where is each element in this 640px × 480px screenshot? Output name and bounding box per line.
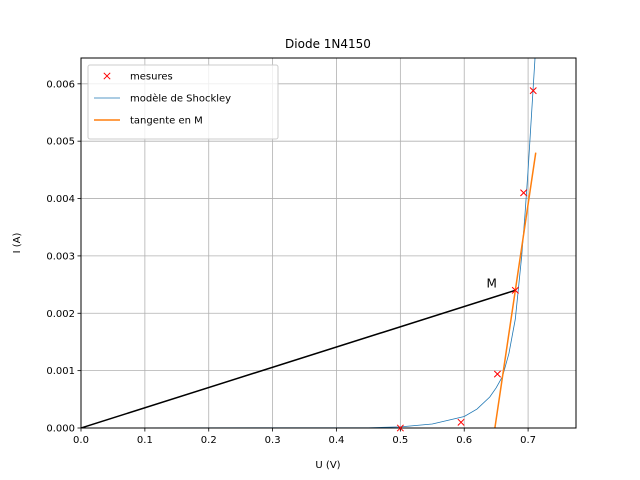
x-tick-label: 0.0 xyxy=(73,435,89,446)
x-tick-label: 0.5 xyxy=(392,435,408,446)
legend-label: modèle de Shockley xyxy=(130,93,231,105)
x-tick-label: 0.1 xyxy=(137,435,153,446)
annotation-label: M xyxy=(487,276,497,290)
legend-marker xyxy=(103,72,111,80)
legend: mesures modèle de Shockley tangente en M xyxy=(87,64,279,140)
chord-line-om xyxy=(81,289,516,428)
data-point-marker xyxy=(493,370,501,378)
x-tick-label: 0.6 xyxy=(456,435,472,446)
annotations: M xyxy=(487,276,497,290)
x-axis-label: U (V) xyxy=(315,460,340,471)
data-point-marker xyxy=(457,418,465,426)
y-axis-label: I (A) xyxy=(12,233,23,254)
legend-entry: mesures xyxy=(103,72,173,83)
y-tick-label: 0.004 xyxy=(46,194,75,205)
x-tick-label: 0.2 xyxy=(201,435,217,446)
x-tick-label: 0.4 xyxy=(329,435,345,446)
x-tick-label: 0.7 xyxy=(520,435,536,446)
x-axis-ticks: 0.0 0.1 0.2 0.3 0.4 0.5 0.6 0.7 xyxy=(73,428,536,446)
legend-label: tangente en M xyxy=(130,116,203,127)
legend-entry: modèle de Shockley xyxy=(94,93,231,105)
y-tick-label: 0.002 xyxy=(46,309,75,320)
y-tick-label: 0.006 xyxy=(46,79,75,90)
legend-box xyxy=(87,64,279,140)
legend-label: mesures xyxy=(130,72,173,83)
x-tick-label: 0.3 xyxy=(265,435,281,446)
legend-entry: tangente en M xyxy=(94,116,203,127)
y-tick-label: 0.003 xyxy=(46,251,75,262)
data-point-marker xyxy=(520,189,528,197)
data-point-marker xyxy=(511,286,519,294)
chart-title: Diode 1N4150 xyxy=(285,37,371,51)
y-tick-label: 0.005 xyxy=(46,137,75,148)
axes-frame xyxy=(80,57,577,429)
data-point-marker xyxy=(529,87,537,95)
data-point-marker xyxy=(396,424,404,432)
y-axis-ticks: 0.000 0.001 0.002 0.003 0.004 0.005 0.006 xyxy=(46,79,81,435)
y-tick-label: 0.001 xyxy=(46,366,75,377)
y-tick-label: 0.000 xyxy=(46,424,75,435)
